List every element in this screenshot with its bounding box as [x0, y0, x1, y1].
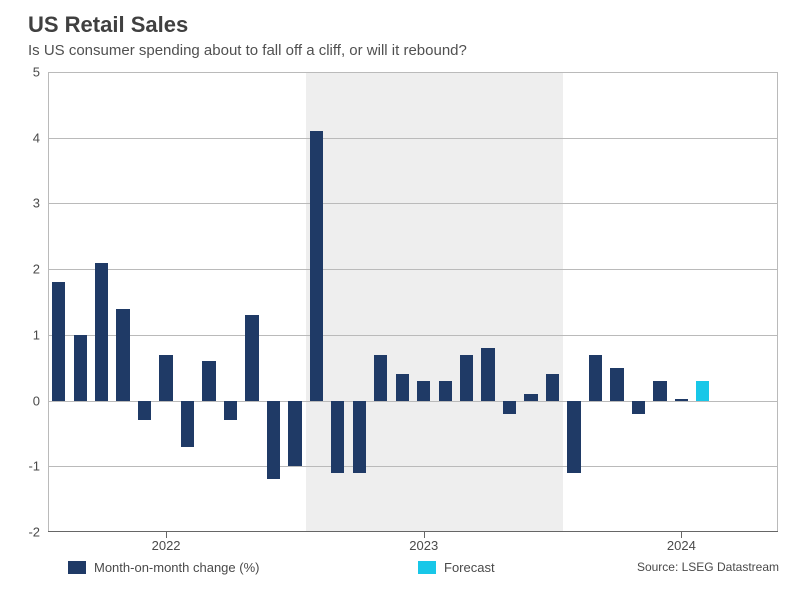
- bar-actual: [439, 381, 452, 401]
- bar-actual: [74, 335, 87, 401]
- gridline: [48, 269, 778, 270]
- bar-actual: [138, 401, 151, 421]
- chart-title: US Retail Sales: [28, 12, 188, 38]
- legend-item-forecast: Forecast: [418, 560, 495, 575]
- ytick-label: -2: [28, 525, 40, 540]
- legend-label: Month-on-month change (%): [94, 560, 259, 575]
- bar-actual: [396, 374, 409, 400]
- xtick-label: 2022: [152, 538, 181, 553]
- axis-border: [48, 72, 778, 73]
- bar-actual: [267, 401, 280, 480]
- gridline: [48, 335, 778, 336]
- legend-label: Forecast: [444, 560, 495, 575]
- bar-actual: [503, 401, 516, 414]
- legend-swatch-actual: [68, 561, 86, 574]
- axis-border: [48, 72, 49, 532]
- ytick-label: 1: [33, 327, 40, 342]
- bar-actual: [116, 309, 129, 401]
- bar-actual: [417, 381, 430, 401]
- ytick-label: 2: [33, 262, 40, 277]
- chart-subtitle: Is US consumer spending about to fall of…: [28, 42, 467, 59]
- bar-actual: [374, 355, 387, 401]
- bar-actual: [567, 401, 580, 473]
- ytick-label: 5: [33, 65, 40, 80]
- ytick-label: 4: [33, 130, 40, 145]
- bar-actual: [610, 368, 623, 401]
- legend-swatch-forecast: [418, 561, 436, 574]
- gridline: [48, 466, 778, 467]
- bar-actual: [546, 374, 559, 400]
- bar-actual: [331, 401, 344, 473]
- axis-border: [48, 531, 778, 532]
- bar-actual: [159, 355, 172, 401]
- bar-actual: [288, 401, 301, 467]
- ytick-label: -1: [28, 459, 40, 474]
- bar-actual: [353, 401, 366, 473]
- bar-actual: [632, 401, 645, 414]
- gridline: [48, 138, 778, 139]
- bar-actual: [675, 399, 688, 400]
- bar-actual: [524, 394, 537, 401]
- xtick-label: 2023: [409, 538, 438, 553]
- legend-item-actual: Month-on-month change (%): [68, 560, 259, 575]
- ytick-label: 0: [33, 393, 40, 408]
- gridline: [48, 203, 778, 204]
- bar-actual: [181, 401, 194, 447]
- bar-actual: [481, 348, 494, 401]
- xtick-label: 2024: [667, 538, 696, 553]
- bar-actual: [245, 315, 258, 400]
- bar-actual: [224, 401, 237, 421]
- gridline: [48, 401, 778, 402]
- chart-container: US Retail Sales Is US consumer spending …: [0, 0, 801, 601]
- plot-area: -2-1012345202220232024: [48, 72, 778, 532]
- axis-border: [777, 72, 778, 532]
- ytick-label: 3: [33, 196, 40, 211]
- bar-forecast: [696, 381, 709, 401]
- bar-actual: [460, 355, 473, 401]
- bar-actual: [202, 361, 215, 400]
- bar-actual: [52, 282, 65, 400]
- bar-actual: [589, 355, 602, 401]
- source-label: Source: LSEG Datastream: [637, 560, 779, 574]
- bar-actual: [95, 263, 108, 401]
- bar-actual: [653, 381, 666, 401]
- bar-actual: [310, 131, 323, 400]
